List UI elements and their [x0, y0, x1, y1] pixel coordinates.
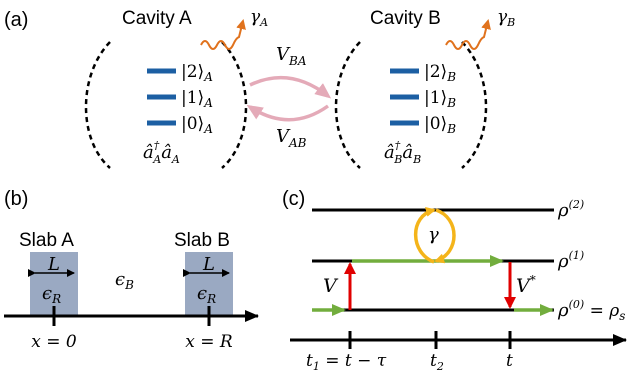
position-a-label: x = 0 [31, 332, 77, 352]
rho-1-label: ρ(1) [557, 249, 584, 272]
panel-c: (c) γ V V* ρ(2) ρ(1) ρ(0) = ρs t1 = t − … [282, 188, 627, 370]
gamma-loop-left [413, 207, 436, 264]
cavity-a-left-mirror [84, 41, 111, 169]
cavity-b-ket-2: |2⟩B [424, 62, 456, 84]
coupling-ab-label: VAB [276, 126, 307, 150]
cavity-b-ket-1: |1⟩B [424, 88, 456, 110]
cavity-a: Cavity A |2⟩A |1⟩A |0⟩A â† AâA γA [84, 7, 268, 169]
v-star-label: V* [516, 273, 536, 297]
cavity-b-right-mirror [461, 41, 488, 169]
cavity-b-ket-0: |0⟩B [424, 114, 456, 136]
panel-a: (a) Cavity A |2⟩A |1⟩A |0⟩A â† AâA γA VBA… [4, 7, 515, 169]
coupling-ba-label: VBA [276, 44, 307, 68]
cavity-b-number-operator: â† BâB [384, 139, 421, 166]
cavity-a-ket-0: |0⟩A [181, 114, 213, 136]
cavity-a-photon-wave [200, 19, 246, 50]
gamma-loop-right [434, 208, 456, 264]
coupling: VBA VAB [246, 44, 332, 150]
slab-a-permittivity: ϵR [42, 283, 61, 306]
cavity-a-title: Cavity A [122, 8, 192, 29]
slab-a-title: Slab A [19, 230, 74, 251]
background-permittivity: ϵB [115, 269, 134, 292]
cavity-b-left-mirror [334, 41, 361, 169]
cavity-a-number-operator: â† AâA [143, 139, 180, 166]
cavity-a-right-mirror [221, 41, 248, 169]
cavity-a-decay: γA [250, 7, 268, 29]
slab-a [30, 252, 78, 315]
cavity-a-ket-2: |2⟩A [181, 62, 213, 84]
cavity-b: Cavity B |2⟩B |1⟩B |0⟩B â† BâB γB [334, 7, 515, 169]
panel-c-label: (c) [282, 188, 305, 210]
coupling-ab-arrow [246, 104, 330, 122]
t2-label: t2 [430, 351, 444, 370]
t1-label: t1 = t − τ [306, 351, 387, 370]
cavity-b-decay: γB [497, 7, 515, 29]
panel-a-label: (a) [4, 9, 28, 31]
cavity-b-photon-wave [445, 19, 491, 50]
slab-b-width-label: L [202, 254, 215, 275]
position-b-label: x = R [185, 332, 233, 352]
panel-b: (b) Slab A Slab B L L ϵR ϵR ϵB x = 0 x =… [4, 188, 259, 352]
rho-0-label: ρ(0) = ρs [557, 298, 625, 323]
panel-b-label: (b) [4, 188, 28, 210]
slab-a-width-label: L [47, 254, 60, 275]
coupling-ba-arrow [249, 75, 332, 99]
slab-b-title: Slab B [174, 230, 230, 251]
slab-b-permittivity: ϵR [197, 283, 216, 306]
v-label: V [323, 275, 339, 297]
gamma-label: γ [428, 224, 439, 245]
cavity-b-title: Cavity B [370, 8, 441, 29]
cavity-a-ket-1: |1⟩A [181, 88, 213, 110]
t-label: t [506, 351, 513, 370]
slab-b [185, 252, 233, 315]
rho-2-label: ρ(2) [557, 198, 584, 221]
